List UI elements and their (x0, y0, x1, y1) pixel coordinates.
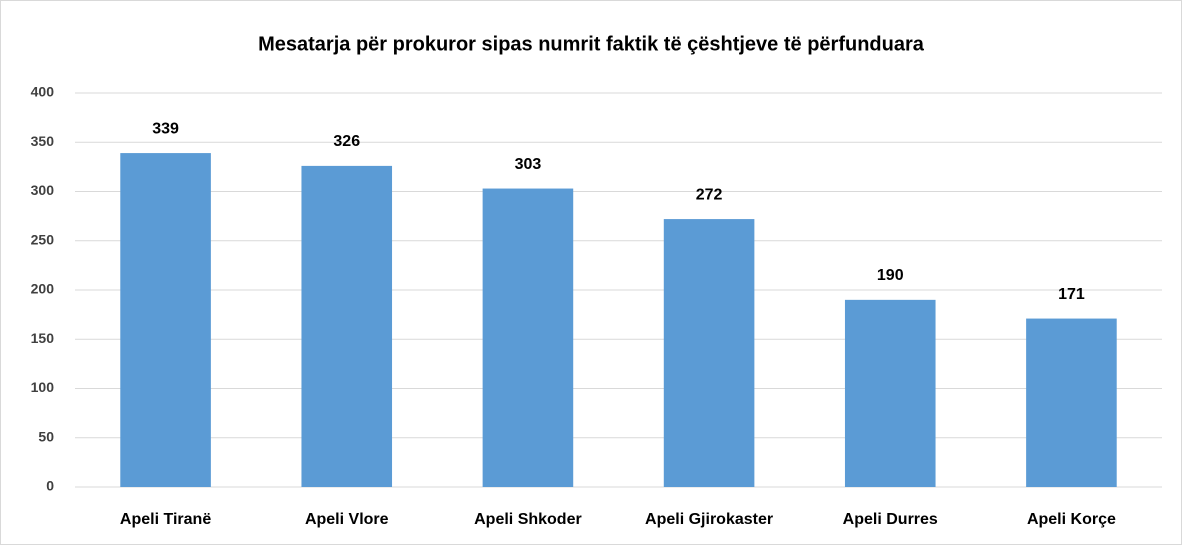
bar (1026, 318, 1117, 487)
x-tick-label: Apeli Vlore (305, 511, 389, 528)
y-tick-label: 150 (31, 330, 55, 346)
x-tick-label: Apeli Gjirokaster (645, 511, 773, 528)
y-tick-label: 50 (38, 428, 54, 444)
data-label: 303 (515, 156, 542, 173)
bar (663, 219, 755, 487)
data-label: 171 (1058, 286, 1085, 303)
y-tick-label: 250 (31, 231, 55, 247)
y-tick-label: 300 (31, 182, 55, 198)
data-label: 326 (333, 133, 360, 150)
y-tick-label: 400 (31, 84, 55, 100)
x-tick-label: Apeli Korçe (1027, 511, 1116, 528)
data-label: 272 (696, 186, 723, 203)
data-label: 190 (877, 267, 904, 284)
y-tick-label: 200 (31, 281, 55, 297)
bar (120, 153, 211, 487)
bar (844, 299, 936, 487)
x-tick-label: Apeli Shkoder (474, 511, 582, 528)
bar (482, 188, 574, 488)
data-label: 339 (152, 120, 179, 137)
bar (301, 165, 393, 487)
x-tick-label: Apeli Tiranë (120, 511, 211, 528)
x-tick-label: Apeli Durres (843, 511, 938, 528)
y-tick-label: 0 (46, 478, 54, 494)
chart-title: Mesatarja për prokuror sipas numrit fakt… (258, 33, 925, 55)
y-tick-label: 100 (31, 379, 55, 395)
y-tick-label: 350 (31, 133, 55, 149)
